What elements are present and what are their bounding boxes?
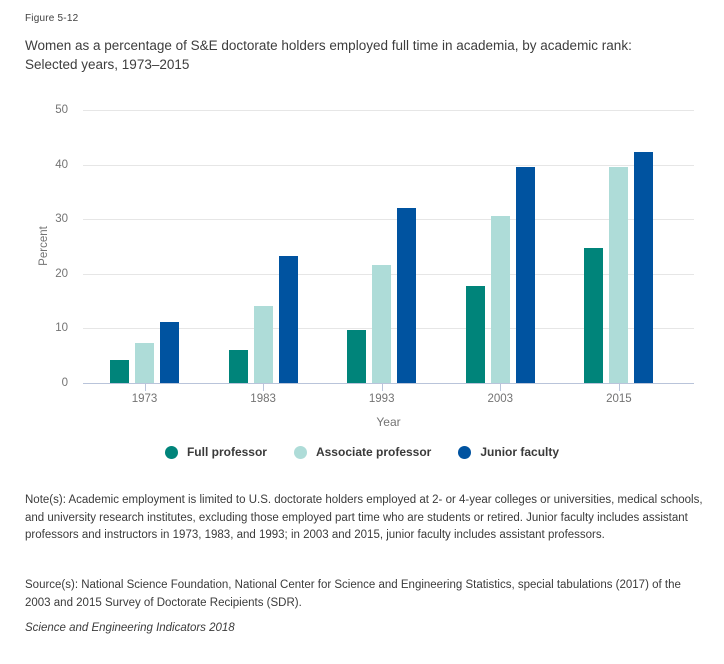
x-tick-mark-1983 [263,384,265,391]
x-tick-mark-1993 [381,384,383,391]
bar-associate-professor-1973 [135,342,154,383]
x-tick-mark-1973 [144,384,146,391]
y-tick-label-0: 0 [61,377,68,389]
bar-full-professor-2003 [465,286,485,383]
x-tick-label-2015: 2015 [606,393,632,405]
gridline-30 [83,219,694,221]
legend-label: Junior faculty [480,445,560,459]
y-tick-label-20: 20 [55,267,68,280]
legend-dot-icon [164,445,178,459]
bar-associate-professor-1983 [253,306,273,383]
legend-dot-icon [293,445,307,459]
y-tick-label-50: 50 [55,104,68,116]
x-tick-label-2003: 2003 [487,393,514,405]
figure-title-line1: Women as a percentage of S&E doctorate h… [25,38,632,53]
bar-associate-professor-2015 [609,166,629,383]
x-tick-label-1983: 1983 [250,393,276,405]
bar-junior-faculty-1973 [160,321,179,383]
x-tick-label-1973: 1973 [131,393,158,405]
x-tick-mark-2003 [500,384,502,391]
bar-associate-professor-1993 [372,265,392,383]
plot-area: 0 10 20 30 40 50 1973 1983 1993 2003 2015 [55,104,694,405]
notes-text: Note(s): Academic employment is limited … [25,494,703,541]
source-text: Source(s): National Science Foundation, … [25,579,681,609]
x-tick-mark-2015 [618,384,620,391]
x-tick-label-1993: 1993 [368,393,395,405]
bar-junior-faculty-1993 [397,207,417,383]
legend-dot-icon [458,445,472,459]
bar-full-professor-1993 [347,330,367,383]
y-axis-label: Percent [38,226,50,266]
bar-junior-faculty-2015 [634,151,654,383]
bar-junior-faculty-2003 [515,166,535,383]
bar-full-professor-2015 [584,248,604,383]
figure-number: Figure 5-12 [25,13,79,24]
figure-title-line2: Selected years, 1973–2015 [25,57,190,72]
y-tick-label-40: 40 [55,158,68,171]
y-tick-label-10: 10 [55,322,68,335]
figure-title: Women as a percentage of S&E doctorate h… [25,36,715,74]
x-axis-label: Year [376,415,401,429]
legend-label: Full professor [186,445,267,459]
gridline-40 [83,164,694,166]
legend-label: Associate professor [315,445,432,459]
legend-item-full-professor: Full professor [164,445,267,459]
attribution-text: Science and Engineering Indicators 2018 [25,622,235,634]
chart-legend: Full professor Associate professor Junior … [0,443,724,461]
legend-item-associate-professor: Associate professor [293,445,432,459]
bar-associate-professor-2003 [490,215,510,383]
bar-junior-faculty-1983 [278,255,298,383]
bar-full-professor-1973 [110,359,129,383]
y-tick-label-30: 30 [55,213,68,226]
legend-item-junior-faculty: Junior faculty [458,445,559,459]
bar-full-professor-1983 [228,350,248,383]
gridline-50 [83,110,694,111]
